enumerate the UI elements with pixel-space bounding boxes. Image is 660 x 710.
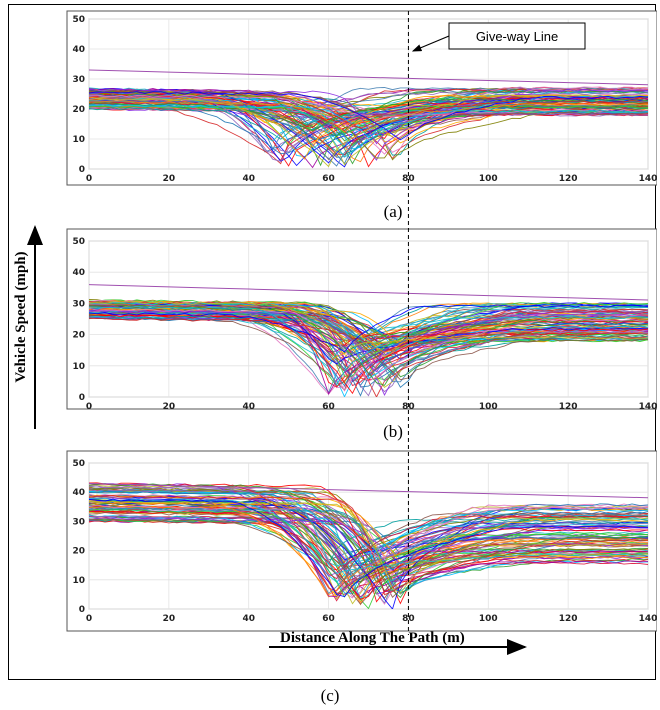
x-tick-label: 60 [322, 614, 335, 624]
speed-profile-line [89, 104, 648, 158]
speed-profile-line [89, 482, 648, 577]
speed-profile-line [89, 512, 648, 581]
x-tick-label: 120 [559, 402, 578, 412]
speed-profile-line [89, 303, 648, 353]
x-tick-label: 60 [322, 402, 335, 412]
y-tick-label: 40 [72, 488, 85, 498]
x-tick-label: 0 [86, 402, 92, 412]
figure-frame: 0 20 40 60 80 100 120 140 0 10 20 30 40 50 (a) 0 20 40 60 8… [8, 4, 657, 680]
y-tick-label: 30 [72, 75, 85, 85]
x-tick-label: 120 [559, 614, 578, 624]
y-tick-label: 10 [72, 362, 85, 372]
speed-profile-line [89, 488, 648, 595]
speed-profile-line [89, 299, 648, 351]
y-tick-label: 30 [72, 517, 85, 527]
speed-profile-line [89, 490, 648, 566]
speed-profile-line [89, 507, 648, 585]
speed-profile-line [89, 495, 648, 596]
speed-profile-line [89, 100, 648, 133]
speed-profile-line [89, 94, 648, 121]
speed-profile-line [89, 304, 648, 353]
speed-profile-line [89, 497, 648, 575]
y-tick-label: 50 [72, 459, 85, 469]
speed-profile-line [89, 301, 648, 348]
x-tick-label: 140 [639, 614, 657, 624]
x-tick-label: 100 [479, 614, 498, 624]
speed-profile-line [89, 493, 648, 577]
speed-profile-line [89, 307, 648, 382]
outlier-speed-line [89, 69, 648, 86]
speed-profile-line [89, 95, 648, 162]
series-group [89, 284, 648, 397]
x-tick-label: 100 [479, 174, 498, 184]
speed-profile-line [89, 94, 648, 160]
y-tick-label: 0 [79, 165, 85, 175]
x-tick-label: 140 [639, 402, 657, 412]
x-tick-label: 20 [163, 402, 176, 412]
y-tick-label: 30 [72, 299, 85, 309]
x-tick-label: 40 [242, 174, 255, 184]
y-tick-label: 0 [79, 393, 85, 403]
speed-profile-line [89, 304, 648, 381]
x-tick-label: 120 [559, 174, 578, 184]
speed-profile-line [89, 498, 648, 598]
x-tick-label: 20 [163, 174, 176, 184]
give-way-callout: Give-way Line [411, 22, 586, 52]
speed-profile-line [89, 317, 648, 345]
x-tick-label: 20 [163, 614, 176, 624]
speed-profile-line [89, 93, 648, 159]
y-tick-label: 20 [72, 331, 85, 341]
caption-c: (c) [320, 686, 340, 705]
callout-arrow [411, 35, 450, 52]
speed-profile-line [89, 514, 648, 574]
y-tick-label: 20 [72, 105, 85, 115]
y-tick-label: 40 [72, 45, 85, 55]
y-tick-label: 40 [72, 268, 85, 278]
speed-profile-line [89, 490, 648, 578]
x-tick-label: 140 [639, 174, 657, 184]
callout-box [448, 22, 586, 50]
series-group [89, 482, 648, 609]
x-tick-label: 80 [402, 614, 415, 624]
outlier-speed-line [89, 482, 648, 499]
speed-profile-line [89, 505, 648, 559]
outlier-speed-line [89, 284, 648, 301]
x-tick-label: 0 [86, 614, 92, 624]
y-tick-label: 0 [79, 605, 85, 615]
panel-caption: (b) [383, 422, 403, 441]
speed-profile-line [89, 101, 648, 140]
y-axis-title: Vehicle Speed (mph) [13, 251, 29, 382]
x-tick-label: 0 [86, 174, 92, 184]
y-tick-label: 50 [72, 15, 85, 25]
speed-profile-line [89, 303, 648, 382]
x-tick-label: 100 [479, 402, 498, 412]
speed-profile-line [89, 509, 648, 598]
speed-profile-line [89, 303, 648, 356]
panel-caption: (a) [384, 202, 403, 221]
speed-profile-line [89, 304, 648, 386]
speed-profile-line [89, 299, 648, 381]
x-axis-title: Distance Along The Path (m) [280, 630, 465, 646]
speed-profile-line [89, 517, 648, 565]
callout-label: Give-way Line [476, 29, 558, 44]
speed-profile-line [89, 500, 648, 595]
speed-profile-line [89, 105, 648, 134]
speed-profile-line [89, 301, 648, 379]
series-group [89, 69, 648, 169]
speed-profile-line [89, 508, 648, 583]
x-tick-label: 40 [242, 614, 255, 624]
y-tick-label: 10 [72, 135, 85, 145]
speed-profile-line [89, 92, 648, 127]
chart-panel-(c): 0 20 40 60 80 100 120 140 0 10 20 30 40 50 [66, 450, 657, 632]
y-tick-label: 10 [72, 576, 85, 586]
speed-profile-line [89, 94, 648, 168]
x-tick-label: 40 [242, 402, 255, 412]
speed-profile-line [89, 305, 648, 386]
x-tick-label: 60 [322, 174, 335, 184]
y-tick-label: 20 [72, 547, 85, 557]
y-tick-label: 50 [72, 237, 85, 247]
speed-profile-line [89, 91, 648, 141]
